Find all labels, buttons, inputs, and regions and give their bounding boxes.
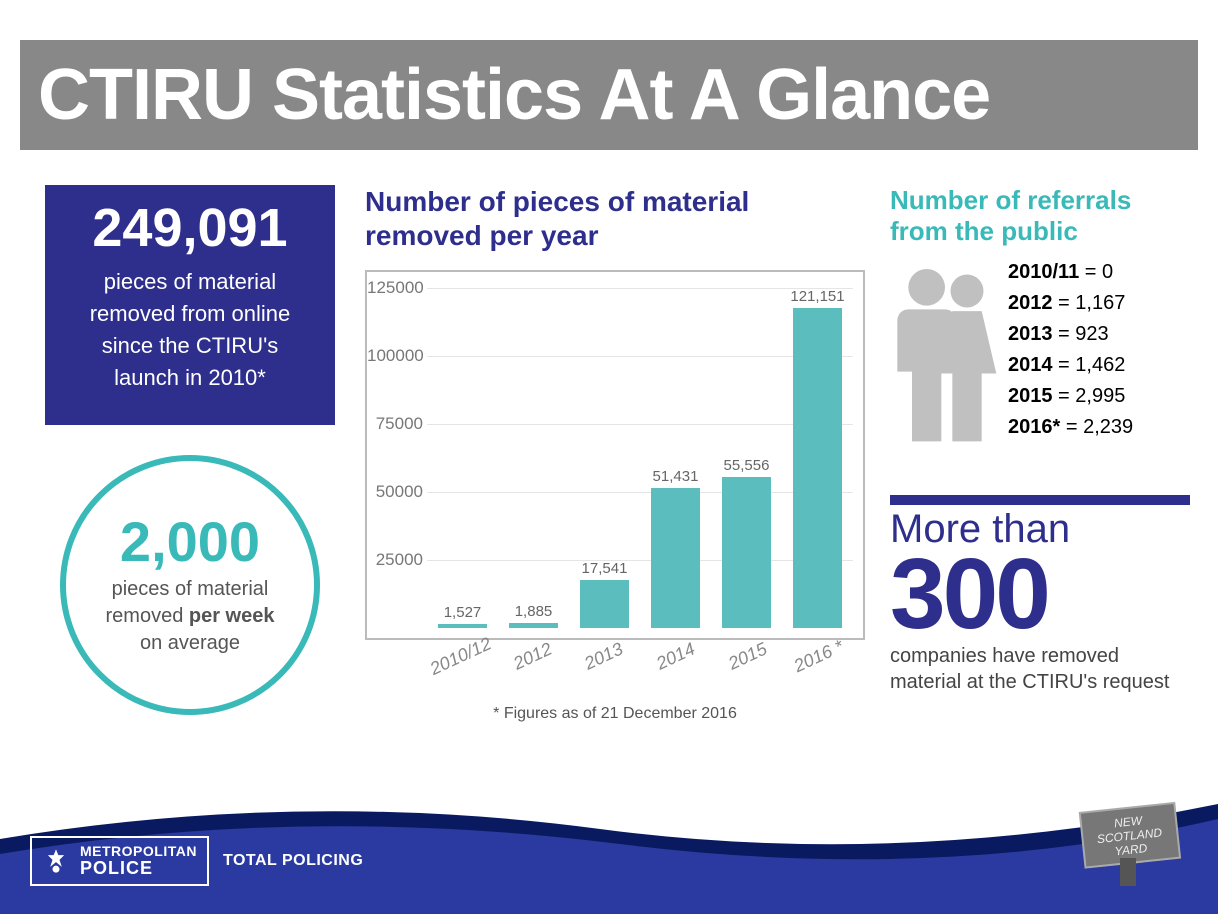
title-bar: CTIRU Statistics At A Glance	[20, 40, 1198, 150]
referrals-title: Number of referrals from the public	[890, 185, 1190, 247]
referrals-list: 2010/11 = 02012 = 1,1672013 = 9232014 = …	[1008, 257, 1190, 443]
bar-rect	[722, 477, 772, 628]
bar-rect	[793, 308, 843, 628]
bar-value-label: 121,151	[790, 288, 844, 305]
bars-container: 1,527 1,885 17,541 51,431 55,556 121,151	[427, 288, 853, 628]
chart-area: Number of pieces of material removed per…	[365, 185, 865, 723]
new-scotland-yard-sign: NEW SCOTLAND YARD	[1068, 796, 1188, 886]
companies-section: More than 300 companies have removed mat…	[890, 495, 1190, 695]
total-removed-box: 249,091 pieces of material removed from …	[45, 185, 335, 425]
bar-rect	[509, 623, 559, 628]
bar-value-label: 1,527	[444, 604, 482, 621]
companies-desc: companies have removed material at the C…	[890, 643, 1190, 695]
bar-chart: 25000 50000 75000 100000 125000 1,527 1,885 17…	[365, 270, 865, 640]
bar-col: 55,556	[711, 288, 782, 628]
bar-rect	[580, 580, 630, 628]
referral-row: 2014 = 1,462	[1008, 350, 1190, 381]
total-removed-number: 249,091	[63, 199, 317, 258]
x-labels: 2010/1220122013201420152016 *	[365, 646, 865, 667]
bar-col: 121,151	[782, 288, 853, 628]
total-removed-desc: pieces of material removed from online s…	[63, 266, 317, 394]
chart-title: Number of pieces of material removed per…	[365, 185, 865, 252]
referral-row: 2015 = 2,995	[1008, 381, 1190, 412]
bar-value-label: 17,541	[582, 560, 628, 577]
chart-footnote: * Figures as of 21 December 2016	[365, 705, 865, 723]
referral-row: 2016* = 2,239	[1008, 412, 1190, 443]
per-week-circle: 2,000 pieces of material removed per wee…	[60, 455, 320, 715]
bar-value-label: 55,556	[724, 457, 770, 474]
met-line1: METROPOLITAN	[80, 844, 197, 859]
y-tick: 50000	[367, 482, 423, 502]
y-tick: 100000	[367, 346, 423, 366]
bar-col: 1,885	[498, 288, 569, 628]
y-tick: 75000	[367, 414, 423, 434]
bar-value-label: 51,431	[653, 468, 699, 485]
bar-col: 1,527	[427, 288, 498, 628]
crest-icon	[42, 847, 70, 875]
page-title: CTIRU Statistics At A Glance	[38, 54, 990, 136]
bar-col: 51,431	[640, 288, 711, 628]
referral-row: 2013 = 923	[1008, 319, 1190, 350]
bar-rect	[438, 624, 488, 628]
companies-number: 300	[890, 549, 1190, 639]
per-week-number: 2,000	[120, 514, 260, 570]
total-policing-label: TOTAL POLICING	[223, 852, 363, 870]
referral-row: 2010/11 = 0	[1008, 257, 1190, 288]
bar-value-label: 1,885	[515, 603, 553, 620]
bar-col: 17,541	[569, 288, 640, 628]
y-tick: 125000	[367, 278, 423, 298]
y-tick: 25000	[367, 550, 423, 570]
people-icon	[890, 257, 1000, 457]
footer: METROPOLITAN POLICE TOTAL POLICING NEW S…	[0, 784, 1218, 914]
bar-rect	[651, 488, 701, 628]
referral-row: 2012 = 1,167	[1008, 288, 1190, 319]
referrals-section: Number of referrals from the public 2010…	[890, 185, 1190, 457]
met-police-badge: METROPOLITAN POLICE TOTAL POLICING	[30, 836, 363, 886]
met-line2: POLICE	[80, 859, 197, 878]
per-week-desc: pieces of material removed per week on a…	[106, 576, 275, 657]
y-axis: 25000 50000 75000 100000 125000	[367, 272, 427, 638]
